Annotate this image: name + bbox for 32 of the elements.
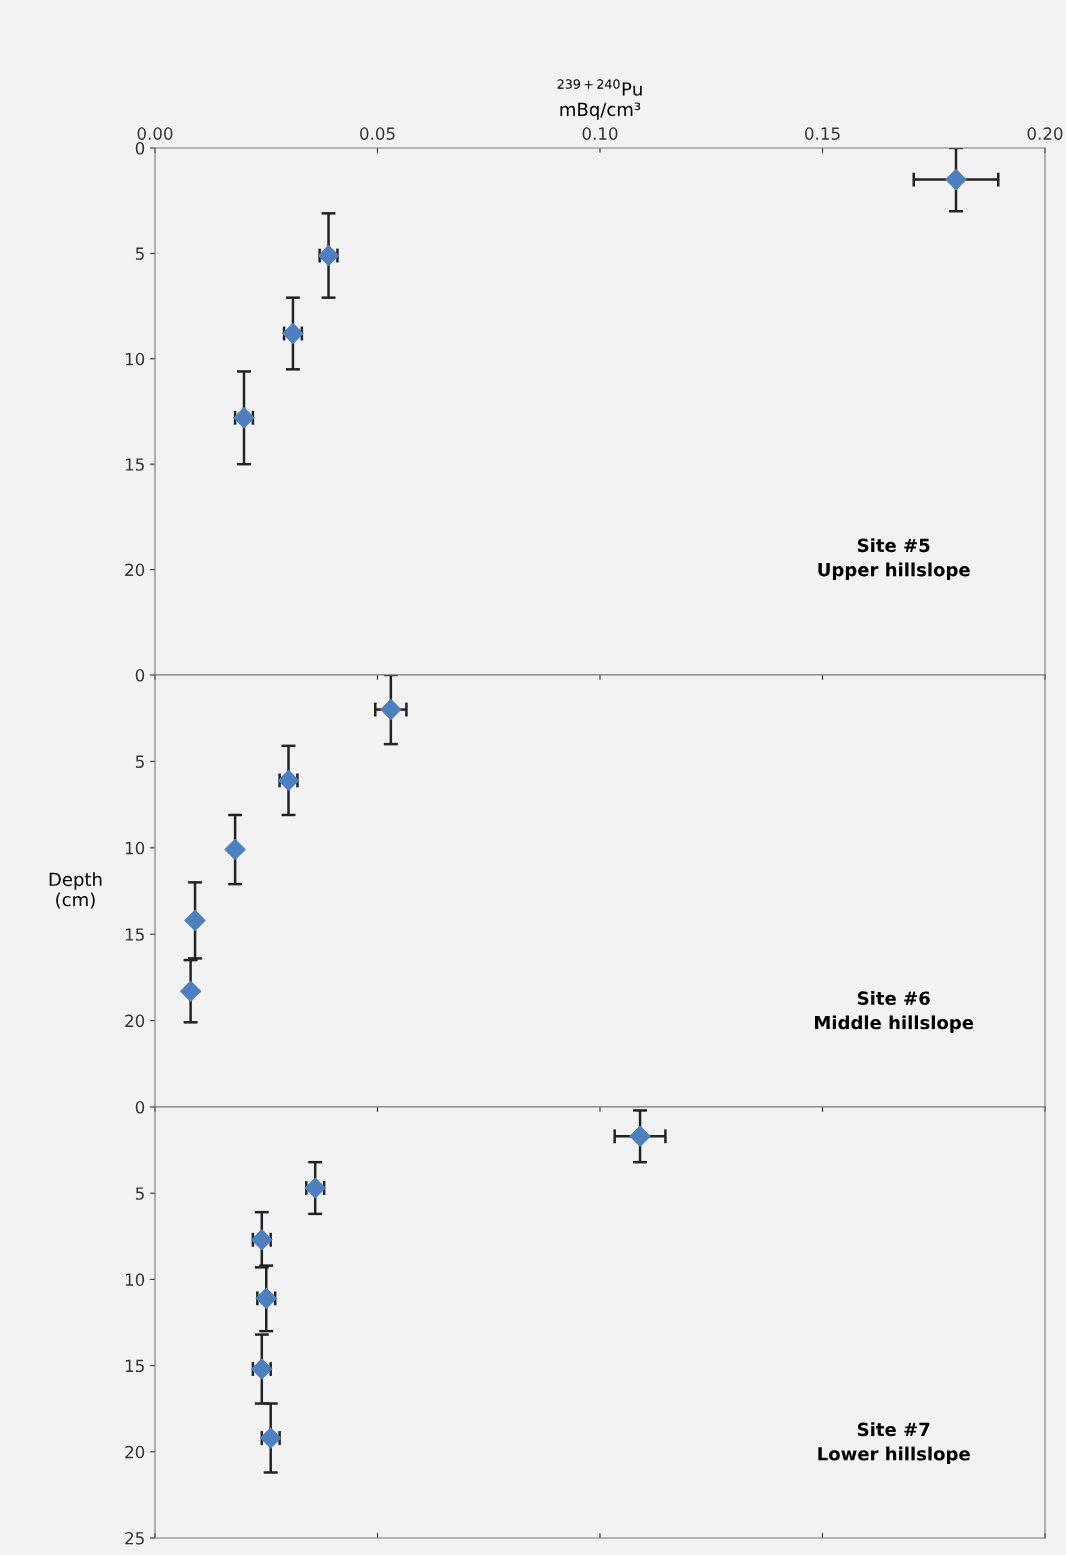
y-axis-title: Depth (cm) xyxy=(49,872,102,909)
y-tick-label: 25 xyxy=(125,1531,144,1545)
y-tick-label: 0 xyxy=(135,668,145,682)
x-tick-label: 0.05 xyxy=(360,127,395,140)
y-tick-label: 0 xyxy=(135,141,145,155)
annotation: Site #6 Middle hillslope xyxy=(815,991,974,1033)
y-tick-label: 15 xyxy=(125,458,144,471)
y-tick-label: 20 xyxy=(125,1014,145,1028)
annotation: Site #5 Upper hillslope xyxy=(818,538,970,580)
y-tick-label: 0 xyxy=(135,1100,145,1114)
point xyxy=(945,169,967,191)
point xyxy=(180,980,202,1002)
point xyxy=(629,1125,651,1147)
y-tick-label: 5 xyxy=(135,1187,144,1200)
y-tick-label: 5 xyxy=(135,755,144,768)
point xyxy=(224,839,246,861)
x-tick-label: 0.15 xyxy=(805,127,840,140)
y-tick-label: 10 xyxy=(125,841,145,855)
x-tick-label: 0.00 xyxy=(137,127,173,140)
y-tick-label: 20 xyxy=(125,563,145,577)
y-tick-label: 15 xyxy=(125,1359,144,1373)
x-tick-label: 0.20 xyxy=(1027,127,1063,140)
point xyxy=(184,909,206,931)
y-tick-label: 5 xyxy=(135,247,144,260)
y-tick-label: 15 xyxy=(125,928,144,941)
annotation: Site #7 Lower hillslope xyxy=(818,1422,970,1465)
x-tick-label: 0.10 xyxy=(582,127,618,140)
x-axis-title: $^{239+240}$Pu mBq/cm³ xyxy=(557,79,642,120)
y-tick-label: 20 xyxy=(125,1445,145,1459)
y-tick-label: 10 xyxy=(125,352,145,366)
point xyxy=(380,699,402,721)
y-tick-label: 10 xyxy=(125,1273,145,1286)
